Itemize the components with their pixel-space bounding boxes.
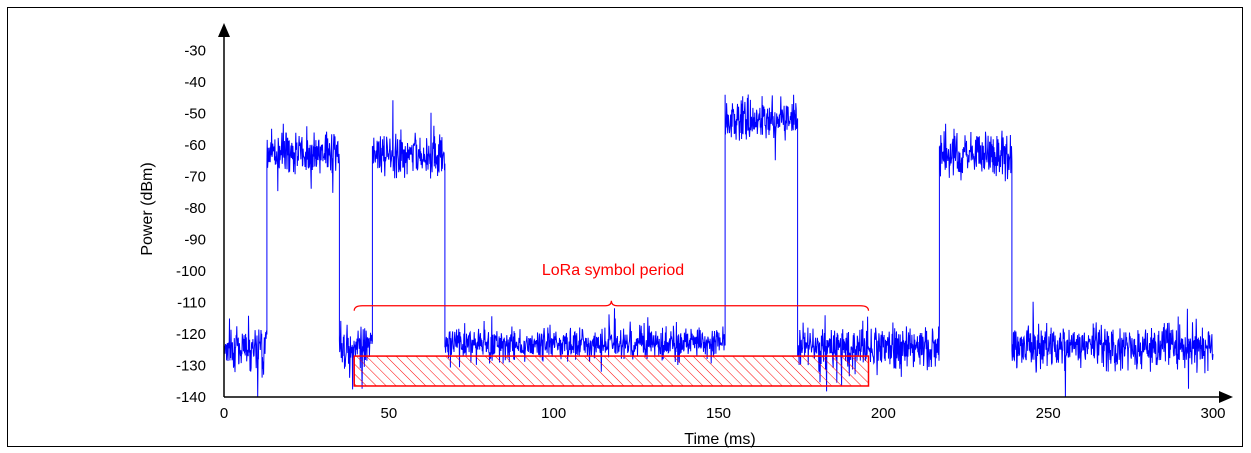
- power-trace: [223, 94, 1214, 398]
- y-tick-label: -140: [176, 389, 206, 406]
- x-tick-label: 50: [380, 405, 397, 422]
- y-tick-label: -70: [184, 169, 206, 186]
- y-tick-label: -30: [184, 43, 206, 60]
- y-tick-label: -90: [184, 232, 206, 249]
- x-tick-label: 250: [1036, 405, 1061, 422]
- y-tick-label: -40: [184, 74, 206, 91]
- y-tick-label: -60: [184, 137, 206, 154]
- symbol-period-brace: [353, 300, 870, 311]
- annotation-label: LoRa symbol period: [542, 262, 684, 279]
- x-tick-label: 150: [706, 405, 731, 422]
- x-tick-label: 300: [1200, 405, 1225, 422]
- y-tick-label: -110: [177, 295, 206, 312]
- y-tick-labels: -140 -130 -120 -110 -100 -90 -80 -70 -60 -50 -40 -3…: [176, 43, 206, 406]
- x-tick-label: 0: [220, 405, 228, 422]
- y-axis-arrow: [218, 23, 230, 37]
- y-tick-label: -80: [184, 200, 206, 217]
- x-axis-title: Time (ms): [684, 431, 755, 448]
- y-tick-label: -120: [176, 326, 206, 343]
- x-tick-label: 100: [541, 405, 566, 422]
- y-tick-label: -100: [176, 263, 206, 280]
- x-tick-labels: 0 50 100 150 200 250 300: [220, 405, 1226, 422]
- y-tick-label: -50: [184, 106, 206, 123]
- x-axis-arrow: [1219, 391, 1233, 403]
- y-tick-label: -130: [176, 358, 206, 375]
- symbol-period-box: [353, 355, 870, 387]
- x-tick-label: 200: [871, 405, 896, 422]
- y-axis-title: Power (dBm): [139, 162, 156, 255]
- plot-area: [218, 23, 1233, 403]
